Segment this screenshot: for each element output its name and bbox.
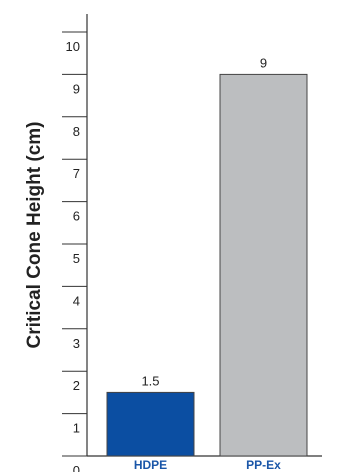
y-tick-label: 7 (73, 166, 80, 181)
bars: 1.5 HDPE 9 PP-Ex (106, 55, 308, 472)
y-axis-label: Critical Cone Height (cm) (24, 122, 45, 349)
y-tick-label: 10 (66, 39, 80, 54)
y-tick-label: 8 (73, 124, 80, 139)
y-tick-label: 2 (73, 378, 80, 393)
y-tick-label: 5 (73, 251, 80, 266)
y-tick-label: 6 (73, 209, 80, 224)
y-tick-label: 3 (73, 336, 80, 351)
y-tick-label: 9 (73, 81, 80, 96)
data-label: 9 (260, 55, 267, 70)
y-tick-label: 1 (73, 421, 80, 436)
bar-pp-ex (219, 73, 308, 457)
y-tick-label: 0 (73, 463, 80, 472)
x-category-label: HDPE (134, 458, 167, 472)
y-tick-label: 4 (73, 293, 80, 308)
x-category-label: PP-Ex (246, 458, 281, 472)
y-axis-ticks: 0 1 2 3 4 5 6 7 8 9 10 (62, 31, 87, 472)
data-label: 1.5 (141, 373, 159, 388)
bar-hdpe (106, 391, 195, 457)
